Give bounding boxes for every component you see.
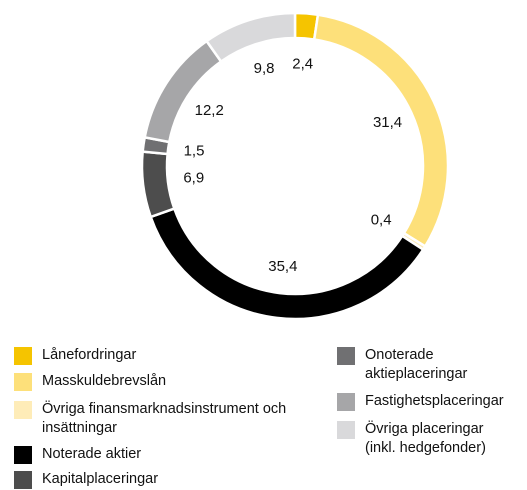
legend-swatch [337,421,355,439]
legend-item: Övriga finansmarknadsinstrument och insä… [14,400,312,438]
slice-label: 12,2 [195,102,224,119]
legend-swatch [14,446,32,464]
legend-item: Fastighetsplaceringar [337,392,515,411]
legend-swatch [337,347,355,365]
legend-item: Masskuldebrevslån [14,372,312,391]
legend-label: Noterade aktier [42,446,142,462]
legend-item: Onoterade aktieplaceringar [337,346,515,384]
slice-label: 0,4 [371,212,392,229]
legend-swatch [14,373,32,391]
chart: 2,4 31,4 0,4 35,4 6,9 1,5 12,2 9,8 [140,11,450,321]
slice-label: 1,5 [184,143,205,160]
legend-label: Onoterade aktieplaceringar [365,347,468,382]
legend-label: Övriga placeringar (inkl. hedgefonder) [365,421,486,456]
legend-label: Masskuldebrevslån [42,373,167,389]
legend-swatch [14,347,32,365]
legend-item: Lånefordringar [14,346,312,365]
legend-swatch [14,471,32,489]
donut-slice [204,11,297,64]
slice-label: 2,4 [292,55,313,72]
slice-label: 6,9 [183,169,204,186]
legend-label: Fastighetsplaceringar [365,393,504,409]
slice-label: 9,8 [254,60,275,77]
legend-label: Övriga finansmarknadsinstrument och insä… [42,401,287,436]
legend-item: Noterade aktier [14,445,312,464]
donut-slice [140,150,176,219]
legend-swatch [14,401,32,419]
legend-label: Lånefordringar [42,347,137,363]
slice-label: 35,4 [268,258,297,275]
legend-swatch [337,393,355,411]
donut-slice [143,39,223,144]
legend-label: Kapitalplaceringar [42,471,159,487]
legend-item: Övriga placeringar (inkl. hedgefonder) [337,420,515,458]
legend-item: Kapitalplaceringar [14,470,312,489]
slice-label: 31,4 [373,114,402,131]
